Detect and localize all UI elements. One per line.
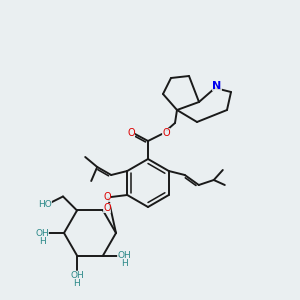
- Text: O: O: [103, 192, 111, 202]
- Text: O: O: [103, 203, 111, 214]
- Text: HO: HO: [38, 200, 52, 209]
- Text: OH: OH: [35, 229, 49, 238]
- Text: N: N: [212, 81, 222, 91]
- Text: H: H: [39, 236, 45, 245]
- Text: H: H: [74, 279, 80, 288]
- Text: O: O: [127, 128, 135, 138]
- Text: O: O: [162, 128, 170, 138]
- Text: OH: OH: [117, 251, 131, 260]
- Text: H: H: [121, 259, 128, 268]
- Text: OH: OH: [70, 271, 84, 280]
